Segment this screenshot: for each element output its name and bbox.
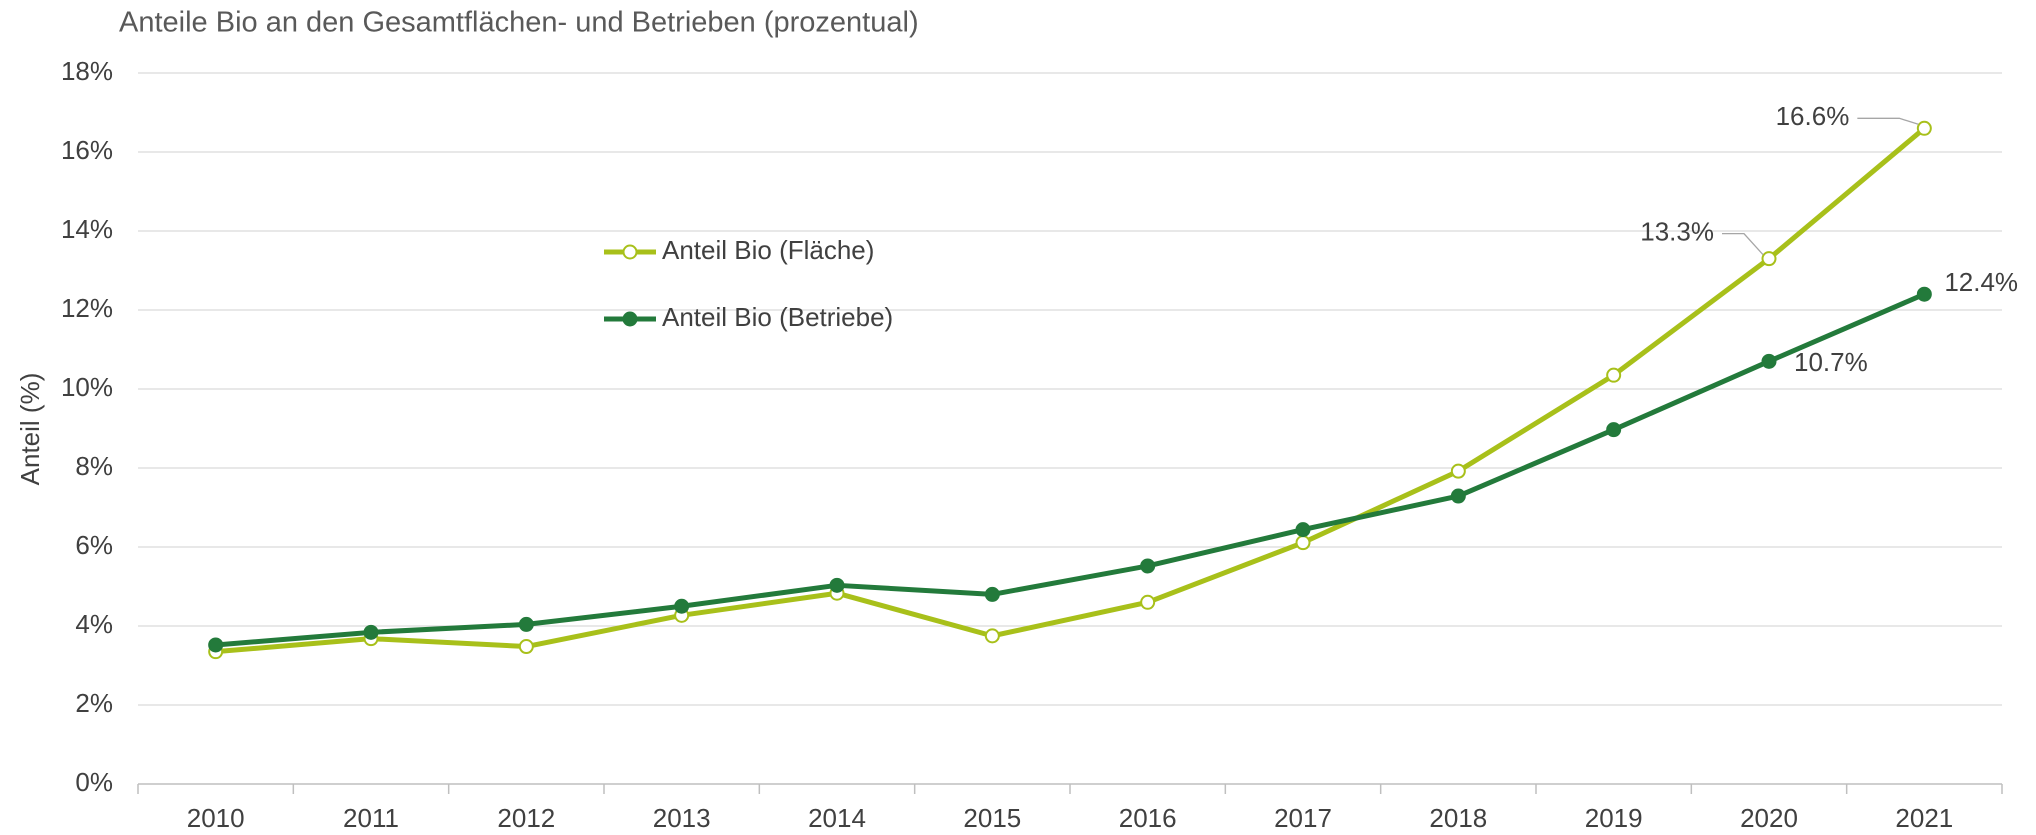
data-point — [829, 577, 845, 593]
y-tick-label: 10% — [61, 372, 113, 402]
leader-line — [1857, 117, 1919, 125]
y-tick-label: 16% — [61, 135, 113, 165]
data-point — [208, 637, 224, 653]
legend-label: Anteil Bio (Fläche) — [662, 235, 874, 265]
legend-label: Anteil Bio (Betriebe) — [662, 302, 893, 332]
data-point — [1761, 251, 1777, 267]
x-tick-label: 2016 — [1119, 803, 1177, 833]
y-tick-label: 12% — [61, 293, 113, 323]
x-tick-label: 2015 — [963, 803, 1021, 833]
legend-marker — [622, 244, 638, 260]
data-point — [984, 586, 1000, 602]
x-tick-label: 2018 — [1429, 803, 1487, 833]
x-tick-label: 2010 — [187, 803, 245, 833]
legend-marker — [622, 311, 638, 327]
data-point — [1916, 120, 1932, 136]
data-point — [984, 628, 1000, 644]
data-label: 16.6% — [1776, 101, 1850, 131]
leader-line — [1722, 232, 1764, 256]
data-point — [1295, 535, 1311, 551]
data-point — [1140, 594, 1156, 610]
y-tick-label: 4% — [75, 609, 113, 639]
data-point — [1916, 286, 1932, 302]
y-tick-label: 2% — [75, 688, 113, 718]
y-tick-label: 18% — [61, 56, 113, 86]
data-point — [1606, 367, 1622, 383]
x-tick-label: 2012 — [497, 803, 555, 833]
x-tick-label: 2021 — [1895, 803, 1953, 833]
x-tick-label: 2014 — [808, 803, 866, 833]
series-line — [215, 126, 1926, 655]
x-tick-label: 2019 — [1585, 803, 1643, 833]
y-tick-label: 6% — [75, 530, 113, 560]
y-tick-label: 8% — [75, 451, 113, 481]
y-axis-label: Anteil (%) — [15, 373, 45, 486]
data-point — [1761, 353, 1777, 369]
x-tick-label: 2017 — [1274, 803, 1332, 833]
x-tick-label: 2013 — [653, 803, 711, 833]
data-point — [363, 624, 379, 640]
data-point — [1450, 488, 1466, 504]
y-tick-label: 14% — [61, 214, 113, 244]
x-tick-label: 2020 — [1740, 803, 1798, 833]
data-label: 10.7% — [1794, 347, 1868, 377]
chart-title: Anteile Bio an den Gesamtflächen- und Be… — [119, 7, 919, 39]
data-point — [518, 616, 534, 632]
x-tick-label: 2011 — [343, 803, 399, 833]
data-point — [674, 598, 690, 614]
data-point — [1295, 522, 1311, 538]
data-point — [1140, 558, 1156, 574]
data-point — [1606, 422, 1622, 438]
data-label: 12.4% — [1944, 267, 2018, 297]
data-point — [1450, 463, 1466, 479]
data-label: 13.3% — [1640, 217, 1714, 247]
data-point — [518, 639, 534, 655]
y-tick-label: 0% — [75, 767, 113, 797]
series-line — [215, 291, 1926, 648]
